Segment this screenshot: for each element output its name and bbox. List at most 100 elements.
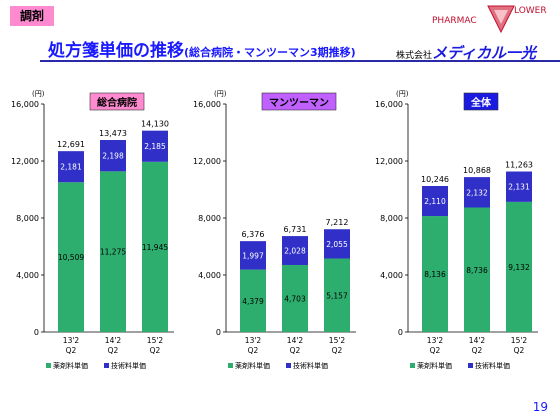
legend-swatch xyxy=(286,363,291,368)
x-tick-label: Q2 xyxy=(66,346,77,355)
company-prefix: 株式会社 xyxy=(396,51,433,61)
legend-label: 薬剤料単価 xyxy=(417,361,452,370)
legend-label: 技術料単価 xyxy=(111,361,146,370)
page-title: 処方箋単価の推移(総合病院・マンツーマン3期推移) xyxy=(48,36,356,61)
company-logo: PHARMAC LOWER xyxy=(432,4,556,36)
x-tick-label: 14'2 xyxy=(287,336,304,345)
y-tick-label: 16,000 xyxy=(11,100,39,109)
data-label-tech-fee: 2,131 xyxy=(508,183,530,192)
company-name: 株式会社メディカル一光 xyxy=(396,42,536,63)
x-tick-label: Q2 xyxy=(332,346,343,355)
y-tick-label: 0 xyxy=(34,328,39,337)
data-label-tech-fee: 1,997 xyxy=(242,251,264,260)
bar-drug-fee xyxy=(324,258,350,332)
bar-tech-fee xyxy=(100,140,126,172)
chart-title: マンツーマン xyxy=(269,97,329,109)
data-label-total: 13,473 xyxy=(99,129,127,138)
data-label-drug-fee: 11,945 xyxy=(142,243,168,252)
y-tick-label: 16,000 xyxy=(193,100,221,109)
data-label-total: 6,731 xyxy=(284,225,307,234)
data-label-tech-fee: 2,132 xyxy=(466,188,488,197)
bar-tech-fee xyxy=(142,130,168,162)
y-tick-label: 8,000 xyxy=(16,214,39,223)
data-label-total: 11,263 xyxy=(505,161,533,170)
title-main: 処方箋単価の推移 xyxy=(48,41,184,61)
data-label-total: 10,868 xyxy=(463,166,491,175)
y-tick-label: 12,000 xyxy=(11,157,39,166)
data-label-drug-fee: 4,703 xyxy=(284,294,306,303)
bar-tech-fee xyxy=(464,177,490,208)
legend-swatch xyxy=(410,363,415,368)
x-tick-label: Q2 xyxy=(514,346,525,355)
bar-drug-fee xyxy=(464,207,490,332)
bar-drug-fee xyxy=(282,264,308,332)
bar-tech-fee xyxy=(506,171,532,202)
x-tick-label: Q2 xyxy=(248,346,259,355)
x-tick-label: Q2 xyxy=(430,346,441,355)
y-tick-label: 8,000 xyxy=(198,214,221,223)
x-tick-label: 13'2 xyxy=(427,336,444,345)
chart-title-box xyxy=(463,92,499,111)
legend-swatch xyxy=(46,363,51,368)
data-label-tech-fee: 2,110 xyxy=(424,197,446,206)
y-tick-label: 12,000 xyxy=(375,157,403,166)
y-tick-label: 8,000 xyxy=(380,214,403,223)
legend-label: 薬剤料単価 xyxy=(235,361,270,370)
bar-drug-fee xyxy=(240,269,266,332)
data-label-tech-fee: 2,198 xyxy=(102,152,124,161)
legend-label: 技術料単価 xyxy=(475,361,510,370)
data-label-drug-fee: 9,132 xyxy=(508,263,530,272)
y-tick-label: 4,000 xyxy=(198,271,221,280)
bar-tech-fee xyxy=(324,229,350,259)
x-tick-label: 15'2 xyxy=(511,336,528,345)
title-divider xyxy=(40,60,560,62)
data-label-tech-fee: 2,055 xyxy=(326,240,348,249)
x-tick-label: 15'2 xyxy=(329,336,346,345)
legend-swatch xyxy=(468,363,473,368)
x-tick-label: 14'2 xyxy=(105,336,122,345)
data-label-drug-fee: 4,379 xyxy=(242,297,264,306)
data-label-total: 6,376 xyxy=(242,230,265,239)
legend-label: 薬剤料単価 xyxy=(53,361,88,370)
page-number: 19 xyxy=(532,400,548,414)
x-tick-label: Q2 xyxy=(472,346,483,355)
x-tick-label: Q2 xyxy=(108,346,119,355)
bar-drug-fee xyxy=(100,171,126,332)
chart-title: 総合病院 xyxy=(97,96,137,109)
y-tick-label: 4,000 xyxy=(16,271,39,280)
y-tick-label: 0 xyxy=(216,328,221,337)
title-subtitle: (総合病院・マンツーマン3期推移) xyxy=(184,46,356,59)
legend-swatch xyxy=(104,363,109,368)
x-tick-label: 15'2 xyxy=(147,336,164,345)
unit-label: (円) xyxy=(214,90,227,98)
bar-drug-fee xyxy=(422,216,448,332)
data-label-drug-fee: 5,157 xyxy=(326,291,348,300)
data-label-tech-fee: 2,028 xyxy=(284,247,306,256)
y-tick-label: 4,000 xyxy=(380,271,403,280)
data-label-total: 7,212 xyxy=(326,218,349,227)
company-name-text: メディカル一光 xyxy=(432,44,536,62)
logo-text-left: PHARMAC xyxy=(432,16,477,26)
chart-title-box xyxy=(261,92,337,111)
bar-drug-fee xyxy=(58,182,84,332)
y-tick-label: 16,000 xyxy=(375,100,403,109)
bar-drug-fee xyxy=(142,161,168,332)
x-tick-label: Q2 xyxy=(150,346,161,355)
x-tick-label: Q2 xyxy=(290,346,301,355)
bar-tech-fee xyxy=(282,236,308,265)
data-label-drug-fee: 8,136 xyxy=(424,270,446,279)
bar-tech-fee xyxy=(240,241,266,270)
data-label-tech-fee: 2,181 xyxy=(60,163,82,172)
unit-label: (円) xyxy=(32,90,45,98)
x-tick-label: 13'2 xyxy=(245,336,262,345)
data-label-total: 12,691 xyxy=(57,140,85,149)
bar-drug-fee xyxy=(506,201,532,332)
logo-text-right: LOWER xyxy=(514,6,547,16)
bar-tech-fee xyxy=(422,185,448,217)
data-label-drug-fee: 10,509 xyxy=(58,253,84,262)
logo-flower-icon xyxy=(487,5,515,34)
legend-label: 技術料単価 xyxy=(293,361,328,370)
y-tick-label: 12,000 xyxy=(193,157,221,166)
data-label-total: 14,130 xyxy=(141,120,169,129)
data-label-drug-fee: 8,736 xyxy=(466,266,488,275)
